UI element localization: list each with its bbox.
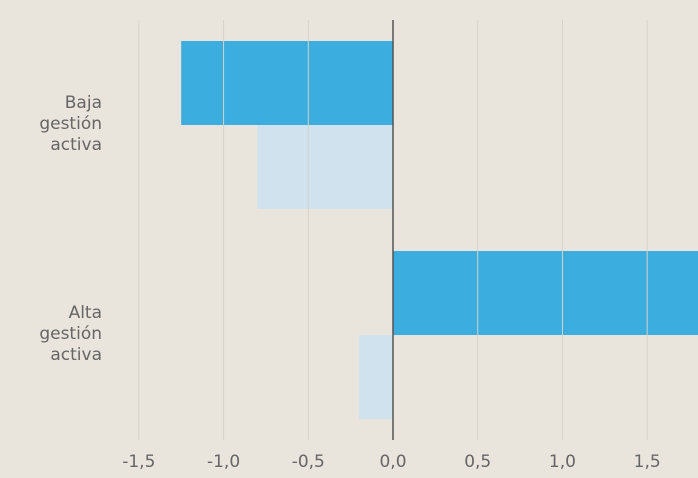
category-label: Alta gestión activa [39,303,102,365]
bar [393,251,698,335]
bar [181,41,393,125]
category-label: Baja gestión activa [39,93,102,155]
x-tick-label: -1,0 [207,452,240,472]
bar [359,335,393,419]
x-tick-label: 0,5 [464,452,491,472]
x-tick-label: -0,5 [292,452,325,472]
x-tick-label: 0,0 [379,452,406,472]
x-tick-label: -1,5 [122,452,155,472]
bar [257,125,393,209]
x-tick-label: 1,0 [549,452,576,472]
x-tick-label: 1,5 [634,452,661,472]
